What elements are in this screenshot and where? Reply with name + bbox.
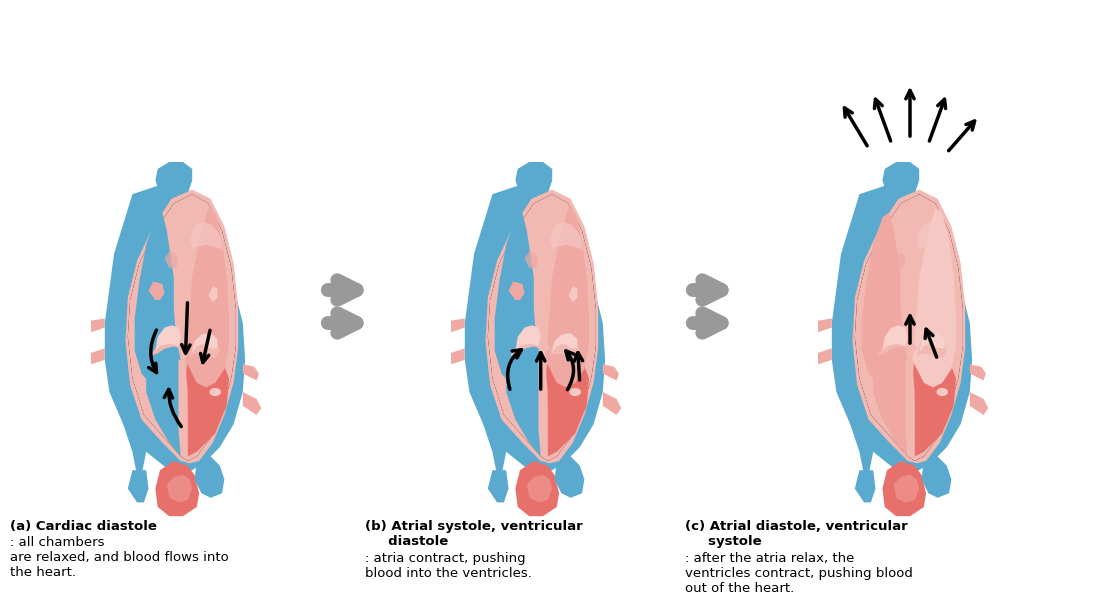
Polygon shape [552, 333, 577, 353]
Polygon shape [166, 475, 192, 503]
Polygon shape [935, 286, 945, 302]
Text: (c) Atrial diastole, ventricular
     systole: (c) Atrial diastole, ventricular systole [685, 520, 908, 548]
Polygon shape [917, 337, 947, 357]
Polygon shape [855, 194, 963, 461]
Ellipse shape [210, 388, 221, 396]
Ellipse shape [570, 388, 581, 396]
Polygon shape [534, 208, 552, 360]
Polygon shape [515, 162, 552, 194]
Polygon shape [970, 364, 986, 381]
Polygon shape [127, 470, 149, 503]
Polygon shape [818, 318, 832, 332]
Polygon shape [151, 337, 190, 355]
Polygon shape [508, 281, 525, 300]
Polygon shape [90, 348, 105, 364]
Polygon shape [913, 351, 956, 457]
Polygon shape [127, 194, 236, 461]
Polygon shape [894, 475, 919, 503]
Polygon shape [149, 281, 164, 300]
Polygon shape [465, 185, 605, 470]
Polygon shape [545, 208, 589, 387]
Text: : atria contract, pushing
blood into the ventricles.: : atria contract, pushing blood into the… [365, 552, 532, 580]
Polygon shape [906, 360, 915, 457]
Polygon shape [174, 208, 192, 360]
Polygon shape [125, 189, 238, 463]
Polygon shape [855, 470, 876, 503]
Polygon shape [190, 337, 220, 357]
Polygon shape [179, 360, 188, 457]
Polygon shape [603, 392, 621, 415]
Polygon shape [495, 213, 543, 392]
Polygon shape [538, 360, 547, 457]
Polygon shape [882, 461, 926, 516]
Polygon shape [242, 364, 259, 381]
Polygon shape [155, 162, 192, 194]
Polygon shape [155, 461, 199, 516]
Polygon shape [861, 213, 910, 392]
Polygon shape [135, 213, 183, 392]
Polygon shape [510, 337, 550, 355]
Polygon shape [488, 194, 595, 461]
Polygon shape [919, 333, 945, 353]
Text: : after the atria relax, the
ventricles contract, pushing blood
out of the heart: : after the atria relax, the ventricles … [685, 552, 913, 595]
Polygon shape [185, 208, 229, 387]
Polygon shape [891, 252, 906, 268]
Text: : all chambers
are relaxed, and blood flows into
the heart.: : all chambers are relaxed, and blood fl… [10, 536, 229, 579]
Polygon shape [527, 475, 552, 503]
Polygon shape [105, 185, 245, 470]
Polygon shape [882, 326, 908, 351]
Ellipse shape [204, 375, 212, 381]
Polygon shape [451, 348, 465, 364]
Polygon shape [478, 378, 510, 475]
Ellipse shape [936, 388, 948, 396]
Text: (b) Atrial systole, ventricular
     diastole: (b) Atrial systole, ventricular diastole [365, 520, 583, 548]
Polygon shape [185, 351, 229, 457]
Polygon shape [545, 351, 589, 457]
Polygon shape [852, 189, 965, 463]
Polygon shape [550, 337, 580, 357]
Polygon shape [488, 470, 508, 503]
Polygon shape [488, 194, 595, 461]
Polygon shape [855, 194, 963, 461]
Polygon shape [917, 222, 949, 249]
Polygon shape [515, 326, 541, 351]
Polygon shape [192, 333, 218, 353]
Polygon shape [242, 392, 261, 415]
Polygon shape [190, 222, 222, 249]
Polygon shape [900, 208, 919, 360]
Polygon shape [164, 252, 179, 268]
Polygon shape [451, 318, 465, 332]
Polygon shape [155, 326, 181, 351]
Polygon shape [194, 457, 225, 498]
Polygon shape [922, 457, 952, 498]
Polygon shape [878, 337, 917, 355]
Polygon shape [603, 364, 619, 381]
Polygon shape [832, 185, 972, 470]
Polygon shape [506, 337, 545, 457]
Polygon shape [554, 457, 584, 498]
Polygon shape [873, 337, 913, 457]
Polygon shape [882, 162, 919, 194]
Polygon shape [118, 378, 151, 475]
Text: (a) Cardiac diastole: (a) Cardiac diastole [10, 520, 156, 533]
Polygon shape [515, 461, 560, 516]
Polygon shape [913, 208, 956, 387]
Ellipse shape [564, 375, 572, 381]
Polygon shape [876, 281, 891, 300]
Polygon shape [127, 194, 236, 461]
Polygon shape [486, 189, 599, 463]
Polygon shape [818, 348, 832, 364]
Polygon shape [550, 222, 582, 249]
Ellipse shape [932, 375, 939, 381]
Polygon shape [90, 318, 105, 332]
Polygon shape [146, 337, 185, 457]
Polygon shape [846, 378, 878, 475]
Polygon shape [569, 286, 577, 302]
Polygon shape [525, 252, 538, 268]
Polygon shape [208, 286, 218, 302]
Polygon shape [970, 392, 989, 415]
